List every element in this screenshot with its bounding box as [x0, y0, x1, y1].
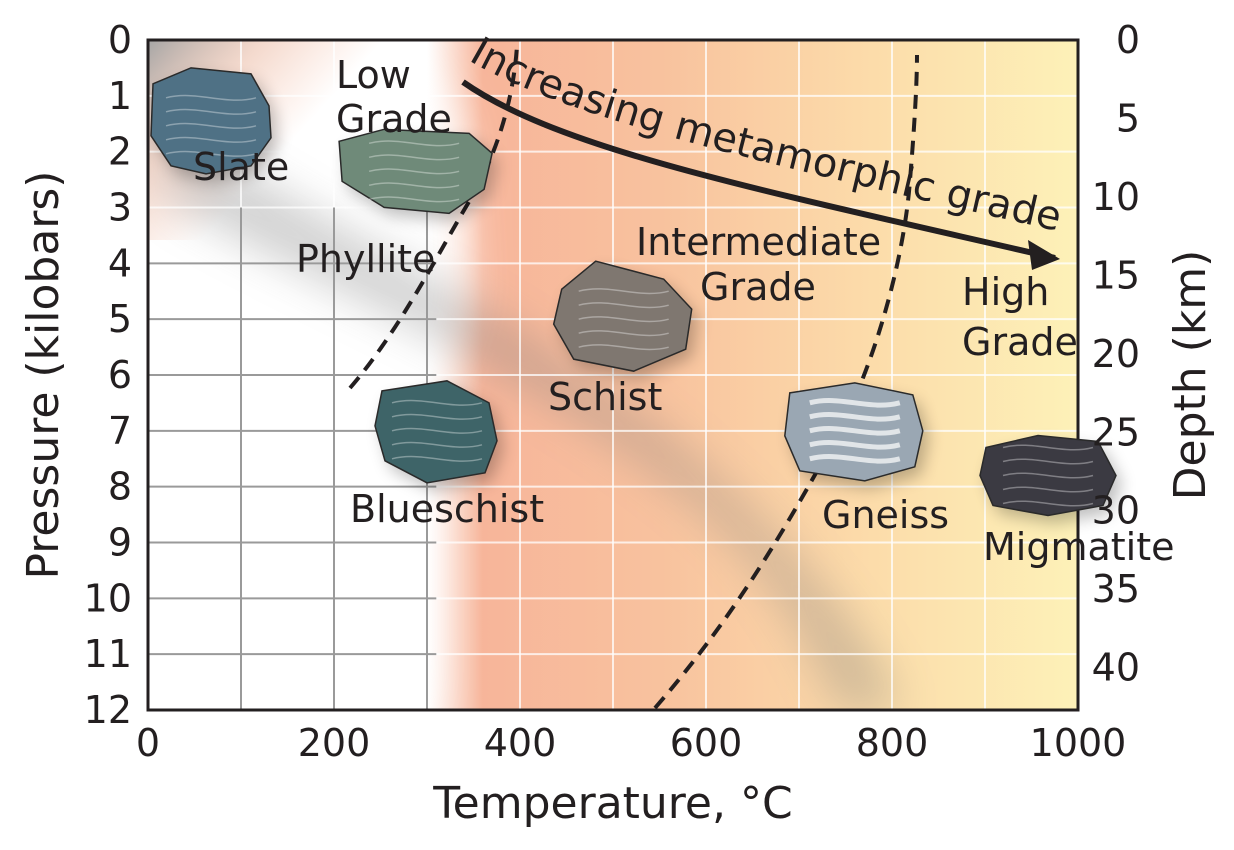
y-left-tick-label: 2 [108, 130, 132, 174]
y-right-tick-label: 25 [1092, 410, 1140, 454]
y-right-tick-label: 5 [1116, 96, 1140, 140]
y-left-tick-label: 10 [84, 576, 132, 620]
low-grade-label-line1: Low [336, 53, 411, 97]
rock-label-blueschist: Blueschist [350, 487, 544, 531]
x-tick-label: 800 [856, 721, 929, 765]
x-tick-label: 1000 [1030, 721, 1127, 765]
intermediate-high-boundary [653, 54, 919, 710]
y-right-tick-label: 30 [1092, 489, 1140, 533]
rock-label-gneiss: Gneiss [822, 493, 949, 537]
rock-schist [552, 260, 698, 380]
x-axis-ticks: 0 200 400 600 800 1000 [136, 721, 1126, 765]
y-left-tick-label: 6 [108, 353, 132, 397]
x-tick-label: 400 [484, 721, 557, 765]
rock-label-schist: Schist [548, 375, 662, 419]
y-right-tick-label: 35 [1092, 567, 1140, 611]
x-tick-label: 0 [136, 721, 160, 765]
low-grade-label-line2: Grade [336, 97, 452, 141]
y-left-tick-label: 5 [108, 297, 132, 341]
y-left-tick-label: 7 [108, 409, 132, 453]
plot-frame [146, 38, 1080, 712]
y-right-tick-label: 0 [1116, 18, 1140, 62]
y-left-tick-label: 0 [108, 18, 132, 62]
intermediate-grade-label-line2: Grade [700, 265, 816, 309]
rock-gneiss [784, 382, 929, 489]
x-tick-label: 200 [298, 721, 371, 765]
y-right-axis-ticks: 0 5 10 15 20 25 30 35 40 [1092, 18, 1140, 690]
intermediate-grade-label-line1: Intermediate [636, 220, 881, 264]
arrow-head-icon [1028, 240, 1060, 270]
high-grade-label-line2: Grade [962, 320, 1078, 364]
x-tick-label: 600 [670, 721, 743, 765]
y-right-tick-label: 20 [1092, 332, 1140, 376]
y-left-tick-label: 9 [108, 521, 132, 565]
rock-migmatite [979, 434, 1122, 524]
y-right-tick-label: 40 [1092, 646, 1140, 690]
rock-label-phyllite: Phyllite [296, 237, 435, 281]
y-left-tick-label: 4 [108, 241, 132, 285]
rock-label-slate: Slate [193, 145, 289, 189]
high-grade-label-line1: High [962, 270, 1049, 314]
y-left-axis-title: Pressure (kilobars) [18, 171, 69, 580]
y-left-tick-label: 12 [84, 688, 132, 732]
y-right-axis-title: Depth (km) [1165, 250, 1216, 501]
y-left-tick-label: 8 [108, 465, 132, 509]
shadow-band [170, 120, 900, 710]
y-left-tick-label: 11 [84, 632, 132, 676]
metamorphic-grade-arrow [461, 79, 1056, 261]
grid [148, 40, 1078, 710]
y-right-tick-label: 10 [1092, 175, 1140, 219]
y-left-tick-label: 1 [108, 74, 132, 118]
rock-slate [150, 67, 277, 182]
rock-phyllite [338, 128, 499, 222]
x-axis-title: Temperature, °C [432, 778, 792, 829]
rock-blueschist [374, 380, 503, 491]
y-right-tick-label: 15 [1092, 253, 1140, 297]
y-left-tick-label: 3 [108, 186, 132, 230]
rock-specimens [150, 67, 1122, 524]
rock-label-migmatite: Migmatite [983, 525, 1175, 569]
